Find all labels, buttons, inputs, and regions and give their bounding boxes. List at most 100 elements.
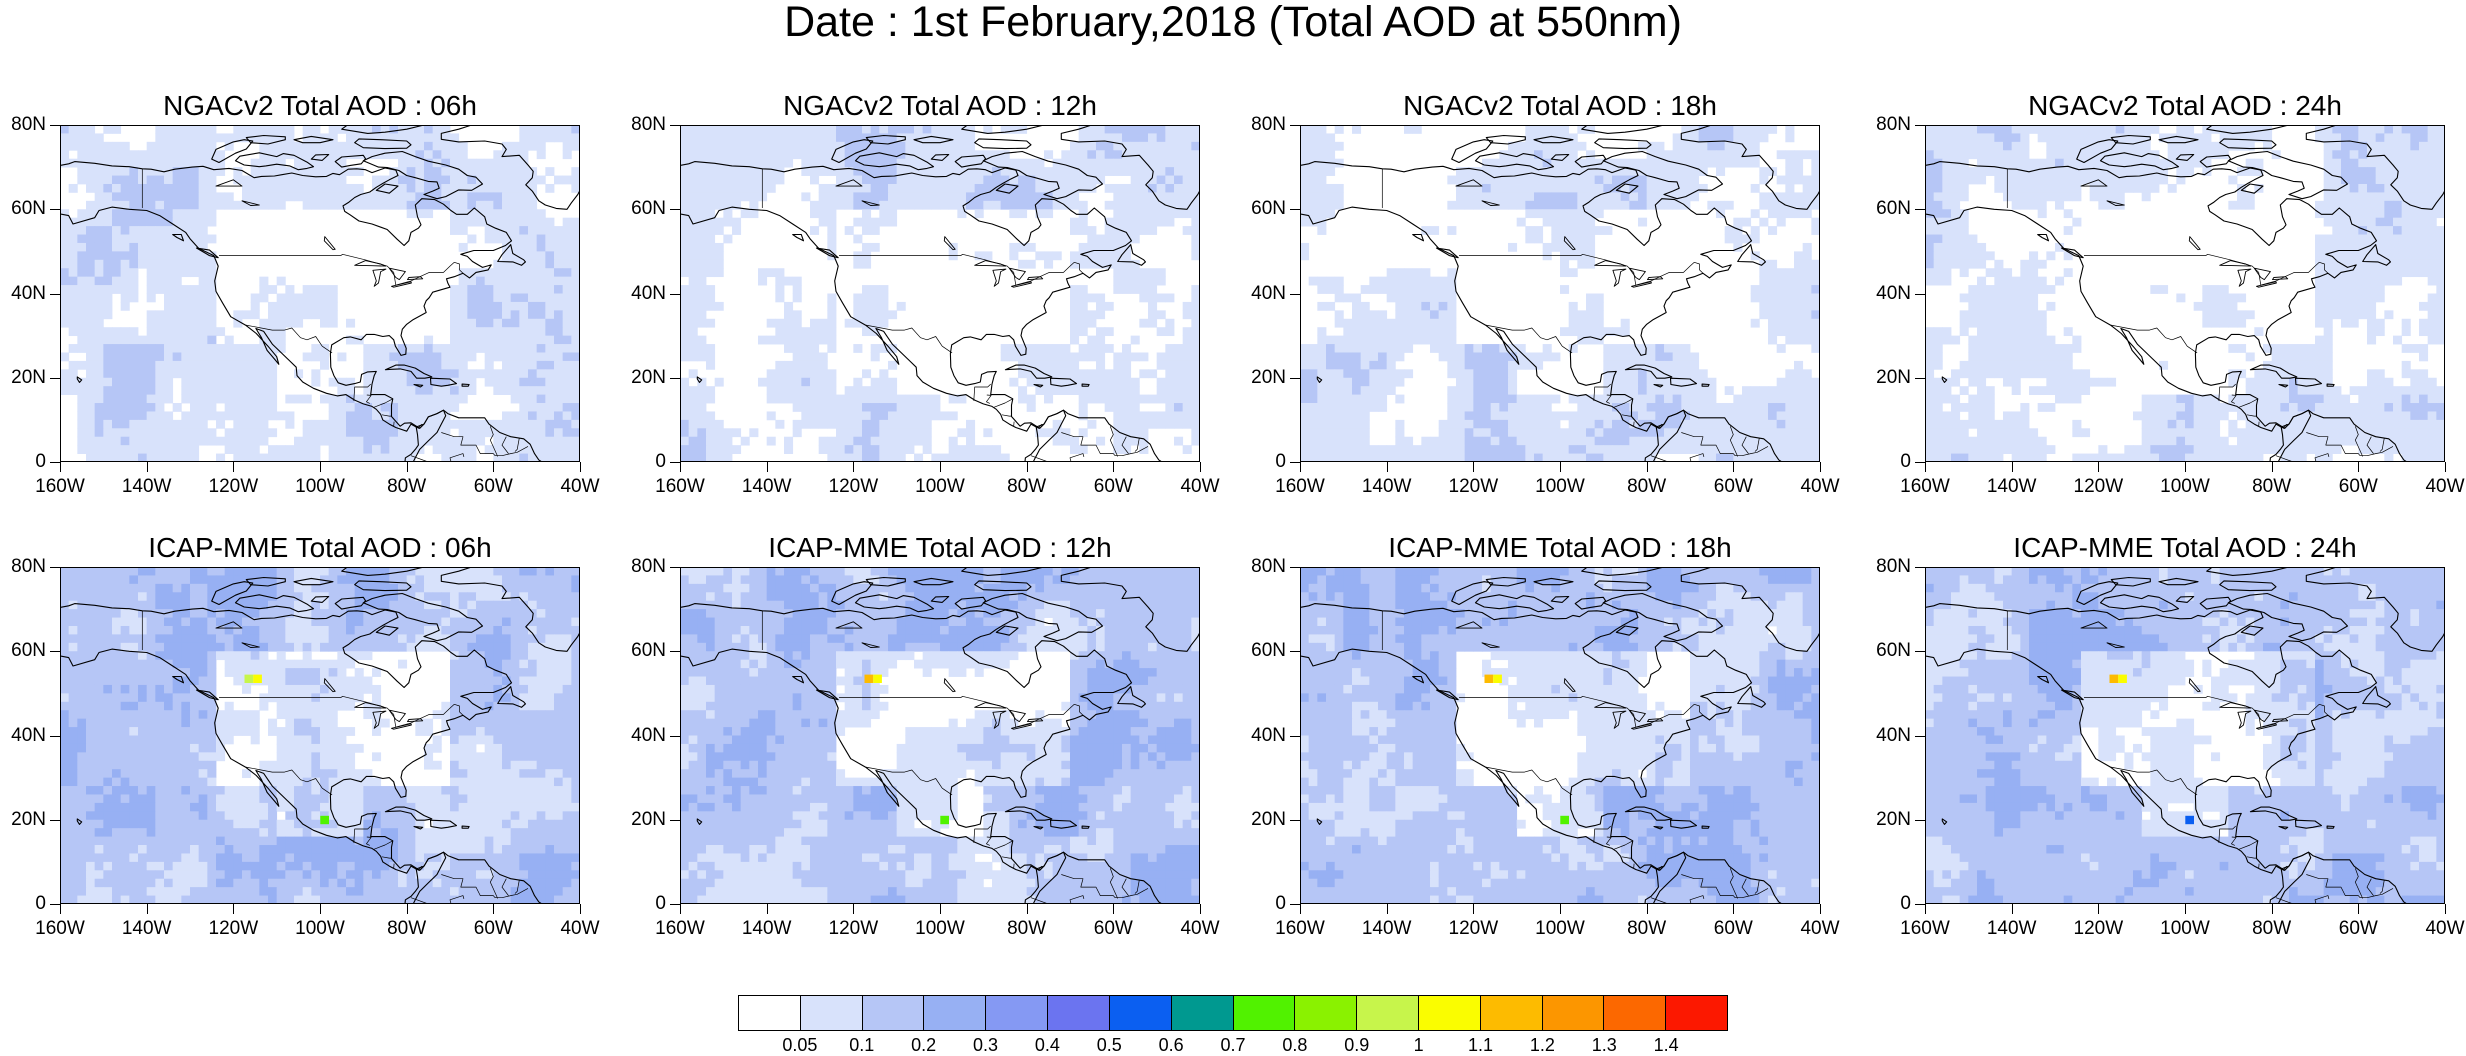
country-border [2218, 383, 2236, 401]
island [974, 580, 1032, 592]
island [1701, 383, 1710, 387]
island [995, 625, 1019, 636]
lon-tick-label: 120W [828, 918, 879, 939]
country-border [417, 423, 423, 429]
coastline-south-america [1024, 851, 1067, 904]
island [172, 233, 185, 242]
lon-tick-label: 120W [208, 918, 259, 939]
lon-tick [853, 904, 855, 914]
coastline-west [680, 648, 1164, 904]
island [815, 689, 839, 701]
lon-tick-label: 140W [1361, 918, 1412, 939]
colorbar-box [862, 996, 925, 1030]
lat-tick-label: 80N [1876, 114, 1911, 135]
island [1060, 567, 1200, 652]
lake [1455, 179, 1483, 187]
island [696, 376, 703, 383]
country-border [839, 253, 1084, 286]
lat-tick-label: 0 [655, 893, 666, 914]
aod-field [60, 567, 580, 904]
lon-tick-label: 140W [121, 918, 172, 939]
lake [1612, 710, 1627, 729]
island [1435, 689, 1459, 701]
lon-tick [2098, 904, 2100, 914]
country-border [2246, 414, 2257, 417]
island [1737, 686, 1766, 708]
country-border [1109, 868, 1119, 899]
coastline-west [1925, 648, 2409, 904]
island [2305, 567, 2445, 652]
island [913, 135, 954, 144]
country-border [2306, 432, 2394, 457]
island [234, 152, 315, 171]
lon-tick-label: 60W [2338, 476, 2378, 497]
island [1624, 364, 1673, 379]
map-area: 0 20N 40N 60N 80N 160W 140W 120W 100W 80W 60W 40W [1876, 115, 2464, 497]
lake [2253, 267, 2271, 281]
island [2158, 135, 2199, 144]
lon-tick-label: 80W [1007, 918, 1047, 939]
lon-tick [1925, 904, 1926, 914]
lat-tick-label: 40N [1251, 282, 1286, 304]
lon-tick-label: 100W [295, 476, 345, 497]
lat-tick [670, 209, 680, 211]
island [1451, 581, 1494, 606]
country-border [374, 840, 393, 850]
country-border [1741, 436, 1749, 454]
island [974, 138, 1032, 150]
island [1049, 819, 1078, 829]
aod-hotspot [2185, 815, 2194, 825]
island [865, 576, 906, 587]
lat-tick [50, 293, 60, 295]
island [461, 383, 470, 387]
island [413, 383, 424, 388]
lake [388, 267, 406, 281]
aod-map [1300, 125, 1820, 462]
aod-field [1300, 125, 1820, 462]
lat-tick [1290, 651, 1300, 653]
lon-tick [580, 904, 581, 914]
lon-tick-label: 80W [1007, 476, 1047, 497]
lat-tick [1290, 377, 1300, 379]
lat-tick-label: 80N [1251, 114, 1286, 135]
lat-tick [670, 377, 680, 379]
island [1474, 152, 1555, 171]
lon-tick [1820, 462, 1821, 472]
island [172, 675, 185, 684]
panel-title: NGACv2 Total AOD : 06h [163, 90, 477, 121]
island [1004, 806, 1053, 821]
lon-tick [853, 462, 855, 472]
lon-tick [60, 462, 61, 472]
country-border [1030, 895, 1085, 904]
lake [1631, 281, 1652, 288]
country-border [2366, 436, 2374, 454]
island [2110, 134, 2151, 145]
lon-tick-label: 40W [1180, 476, 1220, 497]
lon-tick-label: 140W [1361, 476, 1412, 497]
lon-tick [1386, 904, 1388, 914]
coastlines [1925, 125, 2445, 462]
lake [1008, 709, 1026, 723]
lake [2188, 236, 2201, 251]
lat-tick [670, 125, 680, 126]
lake [861, 642, 880, 648]
island [211, 581, 254, 606]
island [930, 595, 950, 603]
colorbar-label: 0.8 [1282, 1035, 1308, 1055]
colorbar-box [800, 996, 863, 1030]
lat-tick-label: 60N [1251, 198, 1286, 220]
island [440, 125, 580, 210]
map-area: 0 20N 40N 60N 80N 160W 140W 120W 100W 80W 60W 40W [1251, 115, 1839, 497]
lon-tick-label: 80W [1627, 476, 1667, 497]
lat-tick [1290, 462, 1300, 463]
island [1533, 135, 1574, 144]
lake [2237, 268, 2252, 287]
island [1049, 377, 1078, 387]
aod-hotspot [940, 815, 949, 825]
country-border [1614, 840, 1633, 850]
lon-tick [940, 904, 941, 914]
map-area: 0 20N 40N 60N 80N 160W 140W 120W 100W 80W 60W 40W [631, 115, 1219, 497]
lat-tick-label: 0 [35, 893, 46, 914]
island [334, 596, 367, 610]
island [2305, 125, 2445, 210]
